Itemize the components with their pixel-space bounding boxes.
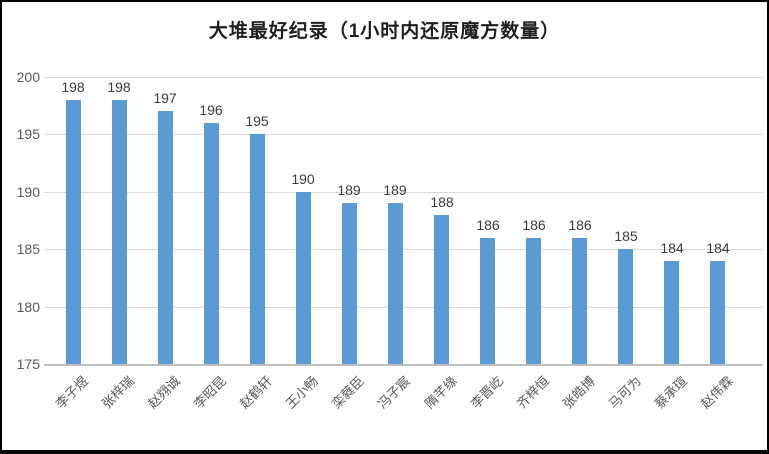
- x-axis-category-label: 张梓瑞: [98, 373, 137, 412]
- x-axis-category-label: 栾蕤臣: [328, 373, 367, 412]
- y-axis-tick-label: 190: [16, 184, 40, 200]
- data-label: 184: [706, 240, 730, 256]
- bar-赵伟霖: [710, 261, 725, 364]
- y-axis-tick-label: 175: [16, 356, 40, 372]
- bar-张梓瑞: [112, 100, 127, 364]
- data-label: 190: [291, 171, 315, 187]
- x-axis-category-label: 李昭昆: [190, 373, 229, 412]
- y-axis-tick-label: 195: [16, 126, 40, 142]
- x-axis-category-label: 马可为: [605, 373, 644, 412]
- x-axis-category-label: 赵翙诚: [144, 373, 183, 412]
- bar-张皓博: [572, 238, 587, 364]
- data-label: 188: [430, 194, 454, 210]
- data-label: 186: [522, 217, 546, 233]
- gridline: [44, 77, 763, 78]
- gridline: [44, 249, 763, 250]
- bar-李晋屹: [480, 238, 495, 364]
- x-axis-category-label: 蔡承瑄: [651, 373, 690, 412]
- gridline: [44, 192, 763, 193]
- gridline: [44, 307, 763, 308]
- data-label: 195: [245, 113, 269, 129]
- x-axis-category-label: 张皓博: [559, 373, 598, 412]
- data-label: 189: [337, 182, 361, 198]
- data-label: 197: [153, 90, 177, 106]
- x-axis-category-label: 赵鹤轩: [236, 373, 275, 412]
- data-label: 186: [476, 217, 500, 233]
- gridline: [44, 134, 763, 135]
- bar-李子煜: [66, 100, 81, 364]
- x-axis-category-label: 赵伟霖: [697, 373, 736, 412]
- bar-王小畅: [296, 192, 311, 364]
- x-axis-category-label: 李子煜: [52, 373, 91, 412]
- bar-隋芊缘: [434, 215, 449, 364]
- data-label: 186: [568, 217, 592, 233]
- chart-title: 大堆最好纪录（1小时内还原魔方数量）: [208, 21, 561, 42]
- y-axis-tick-label: 180: [16, 299, 40, 315]
- x-axis-category-label: 齐梓恒: [513, 373, 552, 412]
- y-axis-tick-label: 185: [16, 241, 40, 257]
- bar-栾蕤臣: [342, 203, 357, 364]
- bar-齐梓恒: [526, 238, 541, 364]
- data-label: 184: [660, 240, 684, 256]
- data-label: 185: [614, 228, 638, 244]
- y-axis-tick-label: 200: [16, 69, 40, 85]
- bar-冯子宸: [388, 203, 403, 364]
- x-axis-category-label: 李晋屹: [467, 373, 506, 412]
- bar-马可为: [618, 249, 633, 364]
- x-axis-category-label: 冯子宸: [374, 373, 413, 412]
- x-axis-category-label: 隋芊缘: [421, 373, 460, 412]
- data-label: 198: [61, 79, 85, 95]
- data-label: 196: [199, 102, 223, 118]
- bar-赵鹤轩: [250, 134, 265, 364]
- bar-赵翙诚: [158, 111, 173, 364]
- x-axis-line: [44, 364, 763, 366]
- bar-蔡承瑄: [664, 261, 679, 364]
- bar-李昭昆: [204, 123, 219, 364]
- x-axis-category-label: 王小畅: [282, 373, 321, 412]
- data-label: 198: [107, 79, 131, 95]
- data-label: 189: [383, 182, 407, 198]
